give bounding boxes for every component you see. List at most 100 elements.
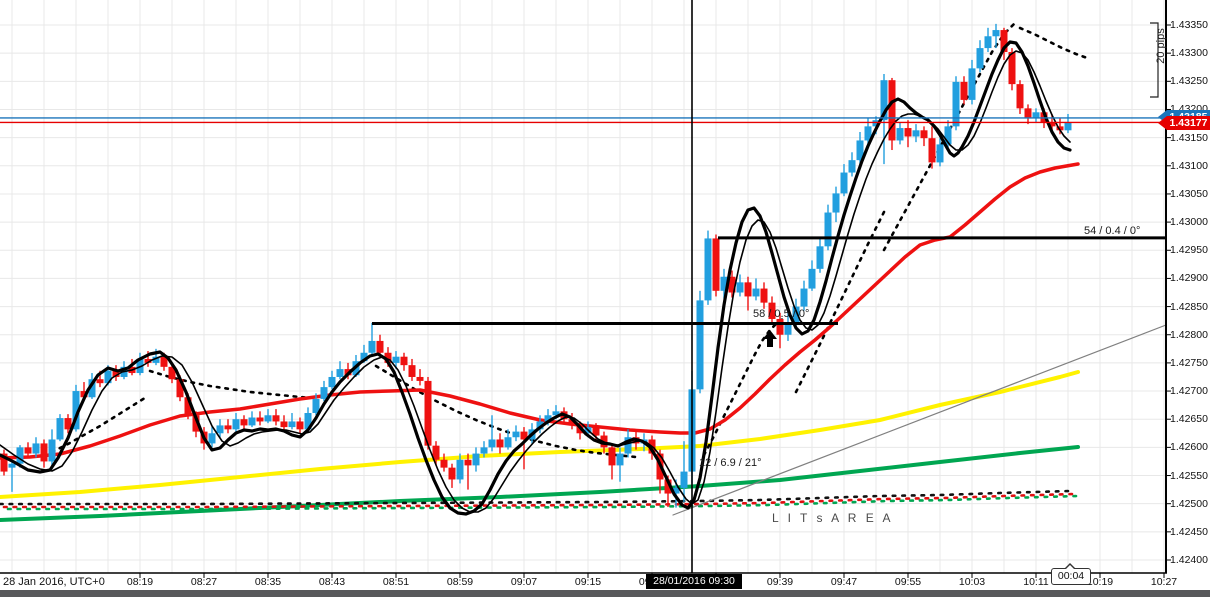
candle (280, 415, 288, 432)
candle (1000, 27, 1008, 60)
window-bottom-strip (0, 590, 1210, 597)
measure-annotation: 12 / 6.9 / 21° (699, 457, 762, 469)
candle (112, 365, 120, 381)
time-axis-label: 09:39 (766, 576, 794, 588)
candle (760, 282, 768, 309)
time-axis-label: 08:59 (446, 576, 474, 588)
crosshair-time-label: 28/01/2016 09:30 (646, 574, 742, 589)
candle (416, 369, 424, 386)
candle (808, 260, 816, 291)
price-axis-label: 1.42950 (1170, 244, 1208, 257)
red-ma-line (0, 162, 1080, 460)
candle (520, 427, 528, 470)
candle (712, 234, 720, 297)
candle (296, 417, 304, 434)
candle (936, 138, 944, 167)
candle (896, 122, 904, 145)
lits-dotted-red (2, 492, 1076, 509)
candle (768, 296, 776, 325)
candle (840, 164, 848, 197)
candle (680, 441, 688, 502)
candle (368, 322, 376, 356)
pips-bracket (1150, 22, 1159, 98)
candle (984, 27, 992, 53)
candle (616, 447, 624, 482)
candle (328, 370, 336, 390)
candle (928, 126, 936, 169)
black-ma-thick-line (0, 40, 1072, 516)
candle (72, 384, 80, 432)
candle (1056, 117, 1064, 135)
price-axis-label: 1.43100 (1170, 159, 1208, 172)
candle (704, 230, 712, 305)
time-axis-label: 09:55 (894, 576, 922, 588)
candle (480, 441, 488, 458)
lits-area-label: L I T s A R E A (772, 511, 894, 525)
candle (64, 414, 72, 434)
candle (336, 361, 344, 380)
candle (224, 419, 232, 434)
candle (752, 278, 760, 301)
candle (400, 352, 408, 371)
candle (744, 276, 752, 311)
dotted-indicator-segment (702, 315, 788, 457)
candle (0, 449, 8, 476)
candle (488, 415, 496, 452)
candle (728, 270, 736, 298)
bid-price-pill: 1.43177 (1158, 116, 1210, 130)
candle (432, 441, 440, 466)
time-axis-label: 08:51 (382, 576, 410, 588)
candle (312, 393, 320, 416)
dotted-indicator-segment (1018, 26, 1092, 61)
candle (272, 409, 280, 426)
time-axis-label: 10:03 (958, 576, 986, 588)
candle (776, 312, 784, 349)
candle (408, 358, 416, 381)
candle (448, 463, 456, 488)
candle (440, 453, 448, 472)
lits-dotted-green (6, 494, 1080, 511)
candle (992, 23, 1000, 49)
candle (496, 433, 504, 454)
price-axis-label: 1.42750 (1170, 356, 1208, 369)
trendline (672, 324, 1167, 516)
date-timezone-label: 28 Jan 2016, UTC+0 (3, 576, 105, 588)
candle-countdown-bubble: 00:04 (1051, 563, 1091, 585)
time-axis-label: 08:27 (190, 576, 218, 588)
candle (696, 290, 704, 394)
dotted-indicator-segment (148, 369, 312, 400)
candle (1016, 80, 1024, 114)
candle (736, 274, 744, 297)
dotted-indicator-segment (374, 364, 638, 459)
candle (784, 310, 792, 341)
candle (968, 59, 976, 105)
candle (24, 442, 32, 458)
candle (392, 351, 400, 370)
candle (8, 459, 16, 492)
price-axis-label: 1.42550 (1170, 469, 1208, 482)
candle (256, 411, 264, 426)
candle (800, 280, 808, 311)
price-axis-label: 1.42650 (1170, 413, 1208, 426)
price-axis-label: 1.42850 (1170, 300, 1208, 313)
black-ma-thin-line (0, 50, 1071, 513)
candle (1032, 108, 1040, 123)
candle (848, 152, 856, 177)
candle (856, 132, 864, 165)
dotted-indicator-segment (50, 394, 150, 454)
candle (40, 439, 48, 468)
candle (960, 76, 968, 105)
candle (48, 429, 56, 469)
candle (920, 126, 928, 147)
price-axis-label: 1.43000 (1170, 216, 1208, 229)
time-axis-label: 08:43 (318, 576, 346, 588)
time-axis-label: 09:47 (830, 576, 858, 588)
candle (1008, 48, 1016, 91)
candle (264, 409, 272, 424)
candle (880, 73, 888, 165)
price-axis-label: 1.43250 (1170, 75, 1208, 88)
candle (32, 437, 40, 458)
price-axis-label: 1.42500 (1170, 497, 1208, 510)
